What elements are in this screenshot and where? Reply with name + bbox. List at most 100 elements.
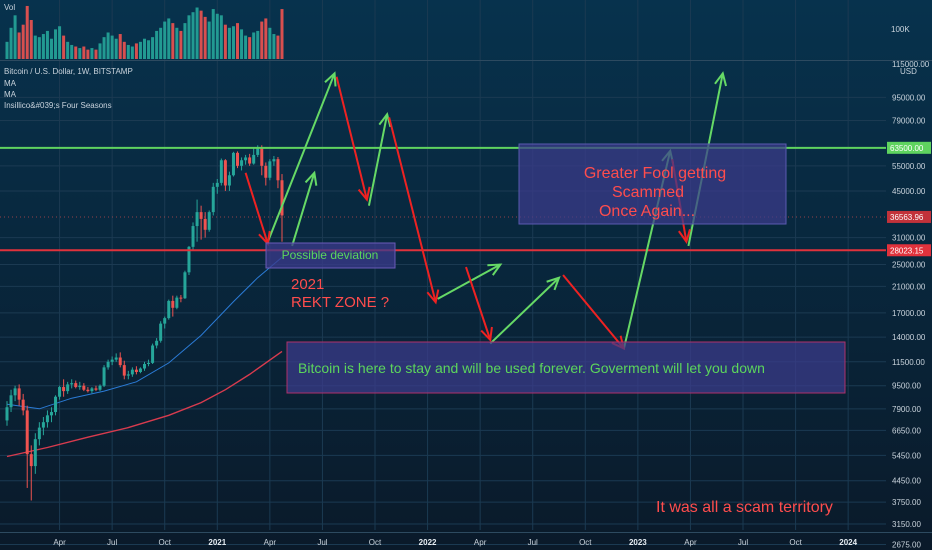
candle-body-44: [183, 272, 187, 299]
candle-53: [219, 158, 223, 186]
time-tick-13: Jul: [738, 538, 748, 547]
candle-13: [58, 385, 62, 400]
candle-body-53: [219, 160, 223, 183]
candle-body-52: [215, 182, 219, 187]
volume-bar-56: [231, 26, 235, 60]
volume-bar-28: [118, 34, 122, 59]
candle-40: [167, 299, 171, 320]
candle-body-22: [94, 388, 98, 390]
volume-bar-29: [122, 41, 126, 59]
price-tick-0: 95000.00: [892, 93, 926, 102]
current-price-label: 36563.96: [890, 213, 924, 222]
candle-body-50: [207, 212, 211, 230]
price-tick-8: 14000.00: [892, 333, 926, 342]
volume-bar-26: [110, 35, 114, 59]
time-tick-2: Oct: [158, 538, 171, 547]
candle-30: [126, 370, 130, 380]
vol-label: Vol: [4, 3, 16, 12]
candle-55: [227, 171, 231, 191]
candle-body-31: [130, 369, 134, 375]
candle-2: [13, 385, 17, 402]
candle-body-17: [74, 383, 78, 388]
candle-body-56: [231, 152, 235, 176]
candle-body-25: [106, 361, 110, 368]
candle-6: [29, 445, 33, 501]
candle-41: [171, 295, 175, 317]
volume-bar-58: [240, 29, 244, 59]
candle-52: [215, 179, 219, 194]
price-tick-16: 3150.00: [892, 520, 921, 529]
volume-bar-5: [25, 5, 29, 60]
time-tick-8: Apr: [474, 538, 487, 547]
candle-body-68: [280, 180, 284, 216]
candle-body-6: [29, 454, 33, 467]
here-to-stay-annotation[interactable]: Bitcoin is here to stay and will be used…: [286, 341, 846, 394]
candle-17: [74, 380, 78, 389]
candle-body-23: [98, 385, 102, 390]
indicator-ma-1[interactable]: MA: [4, 79, 16, 88]
volume-bar-14: [62, 35, 66, 59]
candle-body-54: [223, 160, 227, 186]
greater-fool-annotation[interactable]: Greater Fool getting Scammed Once Again.…: [518, 143, 787, 225]
time-axis[interactable]: Apr Jul Oct 2021 Apr Jul Oct 2022 Apr Jul Oct 2023 A…: [0, 532, 932, 548]
candle-49: [203, 212, 207, 238]
time-tick-3: 2021: [208, 538, 226, 547]
candle-38: [159, 321, 163, 343]
support-price-label: 28023.15: [890, 246, 924, 255]
greater-fool-line-3: Once Again...: [599, 203, 695, 220]
green-arrow-0-head: [324, 71, 337, 87]
volume-bar-55: [227, 27, 231, 59]
volume-bar-40: [167, 18, 171, 59]
candle-28: [118, 352, 122, 368]
candle-25: [106, 359, 110, 370]
possible-deviation-text: Possible deviation: [282, 248, 379, 262]
candle-35: [147, 359, 151, 367]
candle-body-33: [138, 368, 142, 373]
volume-bar-37: [155, 30, 159, 59]
volume-bar-2: [13, 15, 17, 59]
volume-bar-31: [130, 46, 134, 59]
grid: [0, 0, 886, 545]
candle-66: [272, 155, 276, 166]
volume-bar-19: [82, 46, 86, 59]
candle-24: [102, 365, 106, 388]
candle-body-67: [276, 159, 280, 181]
volume-bar-44: [183, 23, 187, 59]
green-arrow-1-shaft: [291, 172, 316, 247]
rekt-zone-line-1: 2021: [291, 276, 324, 293]
volume-bar-39: [163, 21, 167, 60]
symbol-line[interactable]: Bitcoin / U.S. Dollar, 1W, BITSTAMP: [4, 67, 133, 76]
indicator-four-seasons[interactable]: Insillico&#039;s Four Seasons: [4, 101, 112, 110]
volume-bar-33: [138, 41, 142, 59]
indicator-ma-2[interactable]: MA: [4, 90, 16, 99]
volume-bar-8: [37, 37, 41, 59]
candle-body-37: [155, 340, 159, 346]
candle-body-42: [175, 297, 179, 308]
volume-bar-6: [29, 20, 33, 59]
red-arrow-3-head: [480, 326, 493, 343]
possible-deviation-annotation[interactable]: Possible deviation: [265, 242, 396, 269]
currency-label: USD: [900, 67, 917, 76]
candle-67: [276, 157, 280, 189]
resistance-price-label: 63500.00: [890, 144, 924, 153]
candle-body-59: [244, 157, 248, 161]
volume-bar-25: [106, 32, 110, 59]
candle-body-46: [191, 226, 195, 247]
volume-bar-18: [78, 48, 82, 59]
candle-20: [86, 387, 90, 393]
candles: [5, 145, 284, 501]
candle-5: [25, 405, 29, 488]
price-axis[interactable]: 95000.00 79000.00 55000.00 45000.00 31000.00…: [887, 60, 931, 549]
candle-7: [33, 433, 37, 474]
volume-bar-60: [248, 37, 252, 59]
candle-39: [163, 316, 167, 329]
volume-bar-9: [41, 34, 45, 59]
price-tick-3: 45000.00: [892, 187, 926, 196]
candle-50: [207, 210, 211, 232]
time-tick-14: Oct: [789, 538, 802, 547]
time-tick-4: Apr: [264, 538, 277, 547]
candle-64: [264, 162, 268, 186]
price-tick-13: 5450.00: [892, 451, 921, 460]
candle-body-61: [252, 154, 256, 164]
